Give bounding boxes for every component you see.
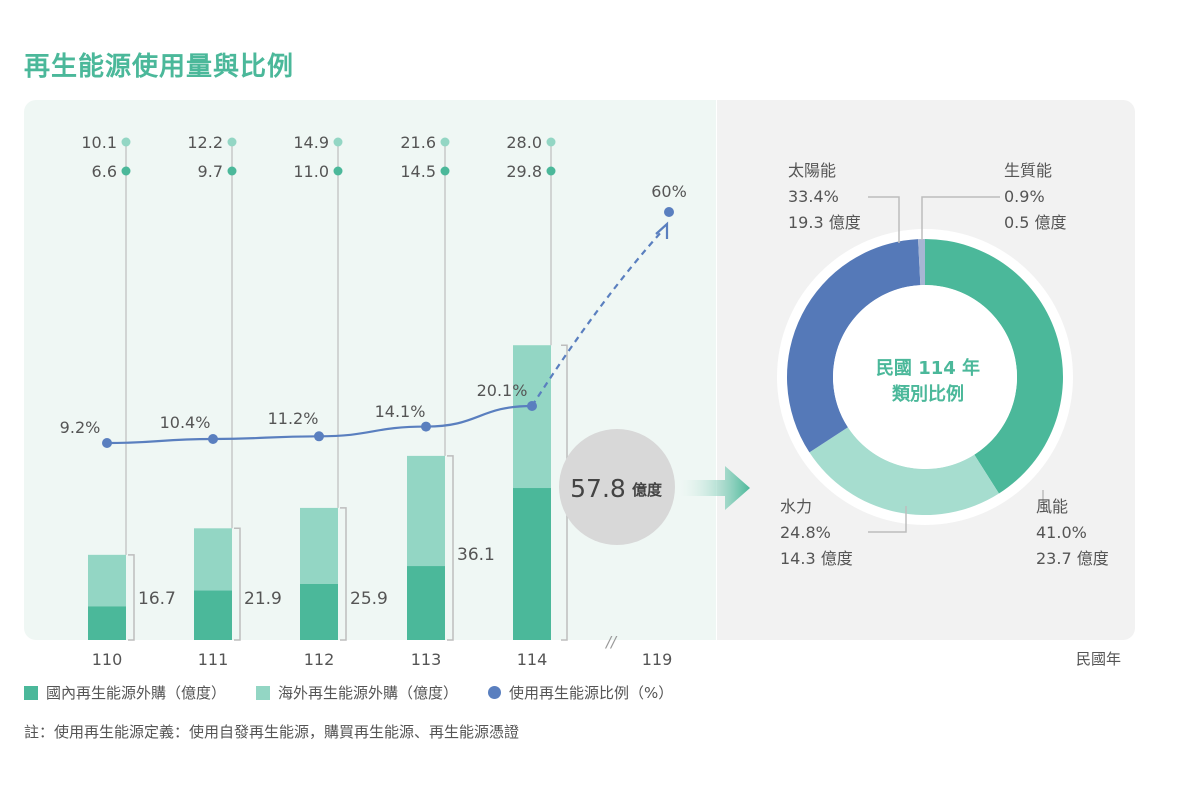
total-bracket-110 [128, 554, 135, 641]
callout-percent-風能: 41.0% [1036, 523, 1087, 542]
bar-overseas-113 [407, 455, 445, 567]
callout-line-生質能 [921, 196, 1000, 240]
donut-slice-太陽能 [787, 239, 921, 453]
callout-line-太陽能 [868, 196, 900, 243]
x-tick-label-113: 113 [411, 650, 442, 669]
ratio-label-112: 11.2% [268, 409, 319, 428]
domestic-dot-110 [121, 166, 131, 176]
bar-domestic-112 [300, 583, 338, 640]
overseas-label-112: 14.9 [293, 133, 329, 152]
x-tick-label-114: 114 [517, 650, 548, 669]
bar-domestic-111 [194, 590, 232, 640]
legend-label-ratio: 使用再生能源比例（%） [509, 684, 674, 702]
ratio-point-111 [208, 433, 218, 444]
total-unit-114: 億度 [632, 481, 663, 499]
overseas-dot-111 [227, 137, 237, 147]
callout-value-生質能: 0.5 億度 [1004, 213, 1067, 232]
domestic-dot-112 [333, 166, 343, 176]
x-tick-label-111: 111 [198, 650, 229, 669]
callout-value-太陽能: 19.3 億度 [788, 213, 861, 232]
domestic-label-112: 11.0 [293, 162, 329, 181]
ratio-label-113: 14.1% [375, 402, 426, 421]
legend-item-domestic: 國內再生能源外購（億度） [24, 682, 226, 703]
bar-overseas-110 [88, 554, 126, 607]
ratio-label-110: 9.2% [60, 418, 101, 437]
callout-name-生質能: 生質能 [1004, 161, 1052, 180]
donut-slice-風能 [925, 239, 1063, 494]
ratio-label-114: 20.1% [477, 381, 528, 400]
callout-value-風能: 23.7 億度 [1036, 549, 1109, 568]
bar-overseas-114 [513, 345, 551, 489]
callout-line-水力 [868, 506, 907, 533]
bar-overseas-112 [300, 507, 338, 584]
bar-domestic-113 [407, 566, 445, 640]
total-bracket-111 [234, 527, 241, 641]
target-label-119: 60% [651, 182, 687, 201]
legend-label-overseas: 海外再生能源外購（億度） [278, 684, 459, 702]
legend-item-ratio: 使用再生能源比例（%） [488, 682, 673, 703]
bar-overseas-111 [194, 528, 232, 591]
callout-name-太陽能: 太陽能 [788, 161, 836, 180]
footnote: 註：使用再生能源定義：使用自發再生能源，購買再生能源、再生能源憑證 [24, 723, 520, 741]
callout-value-水力: 14.3 億度 [780, 549, 853, 568]
total-label-112: 25.9 [350, 589, 388, 609]
domestic-dot-111 [227, 166, 237, 176]
ratio-point-113 [421, 421, 431, 432]
callout-percent-水力: 24.8% [780, 523, 831, 542]
bar-domestic-110 [88, 606, 126, 640]
total-label-111: 21.9 [244, 589, 282, 609]
ratio-label-111: 10.4% [160, 413, 211, 432]
donut-slice-生質能 [918, 239, 925, 286]
x-tick-label-112: 112 [304, 650, 335, 669]
ratio-point-110 [102, 438, 112, 448]
bar-domestic-114 [513, 488, 551, 640]
donut-hole [833, 285, 1017, 469]
target-dashed-line [531, 229, 664, 407]
overseas-dot-113 [440, 137, 450, 147]
callout-name-水力: 水力 [780, 497, 812, 516]
overseas-label-111: 12.2 [187, 133, 223, 152]
total-label-110: 16.7 [138, 589, 176, 609]
donut-center-line1: 民國 114 年 [876, 357, 980, 379]
page-title: 再生能源使用量與比例 [24, 52, 295, 82]
legend-label-domestic: 國內再生能源外購（億度） [46, 684, 227, 702]
legend-item-overseas: 海外再生能源外購（億度） [256, 682, 458, 703]
overseas-dot-110 [121, 137, 131, 147]
domestic-label-113: 14.5 [400, 162, 436, 181]
x-tick-label-110: 110 [92, 650, 123, 669]
ratio-point-112 [314, 431, 324, 442]
overseas-label-114: 28.0 [506, 133, 542, 152]
domestic-label-114: 29.8 [506, 162, 542, 181]
total-label-113: 36.1 [457, 545, 495, 565]
domestic-dot-114 [546, 166, 556, 176]
overseas-label-110: 10.1 [81, 133, 117, 152]
callout-percent-生質能: 0.9% [1004, 187, 1045, 206]
legend-swatch-ratio [488, 686, 502, 699]
legend-swatch-overseas [256, 685, 271, 700]
callout-percent-太陽能: 33.4% [788, 187, 839, 206]
bar-line-panel [24, 100, 716, 640]
target-point-119 [664, 207, 674, 217]
transition-arrow [680, 466, 750, 510]
target-arrowhead [655, 221, 669, 239]
legend-swatch-domestic [24, 685, 38, 700]
overseas-label-113: 21.6 [400, 133, 436, 152]
donut-center-line2: 類別比例 [891, 383, 964, 405]
overseas-dot-114 [546, 137, 556, 147]
domestic-label-111: 9.7 [198, 162, 223, 181]
x-axis-unit: 民國年 [1076, 650, 1122, 668]
callout-name-風能: 風能 [1036, 497, 1068, 516]
total-label-114: 57.8 [570, 474, 626, 503]
domestic-label-110: 6.6 [92, 162, 117, 181]
legend: 國內再生能源外購（億度） 海外再生能源外購（億度） 使用再生能源比例（%） [24, 682, 673, 703]
total-bracket-113 [447, 455, 454, 641]
domestic-dot-113 [440, 166, 450, 176]
overseas-dot-112 [333, 137, 343, 147]
x-tick-label-119: 119 [642, 650, 673, 669]
total-bubble [559, 429, 675, 545]
donut-slice-水力 [809, 427, 999, 515]
total-bracket-112 [340, 507, 347, 641]
axis-break: // [604, 633, 618, 651]
